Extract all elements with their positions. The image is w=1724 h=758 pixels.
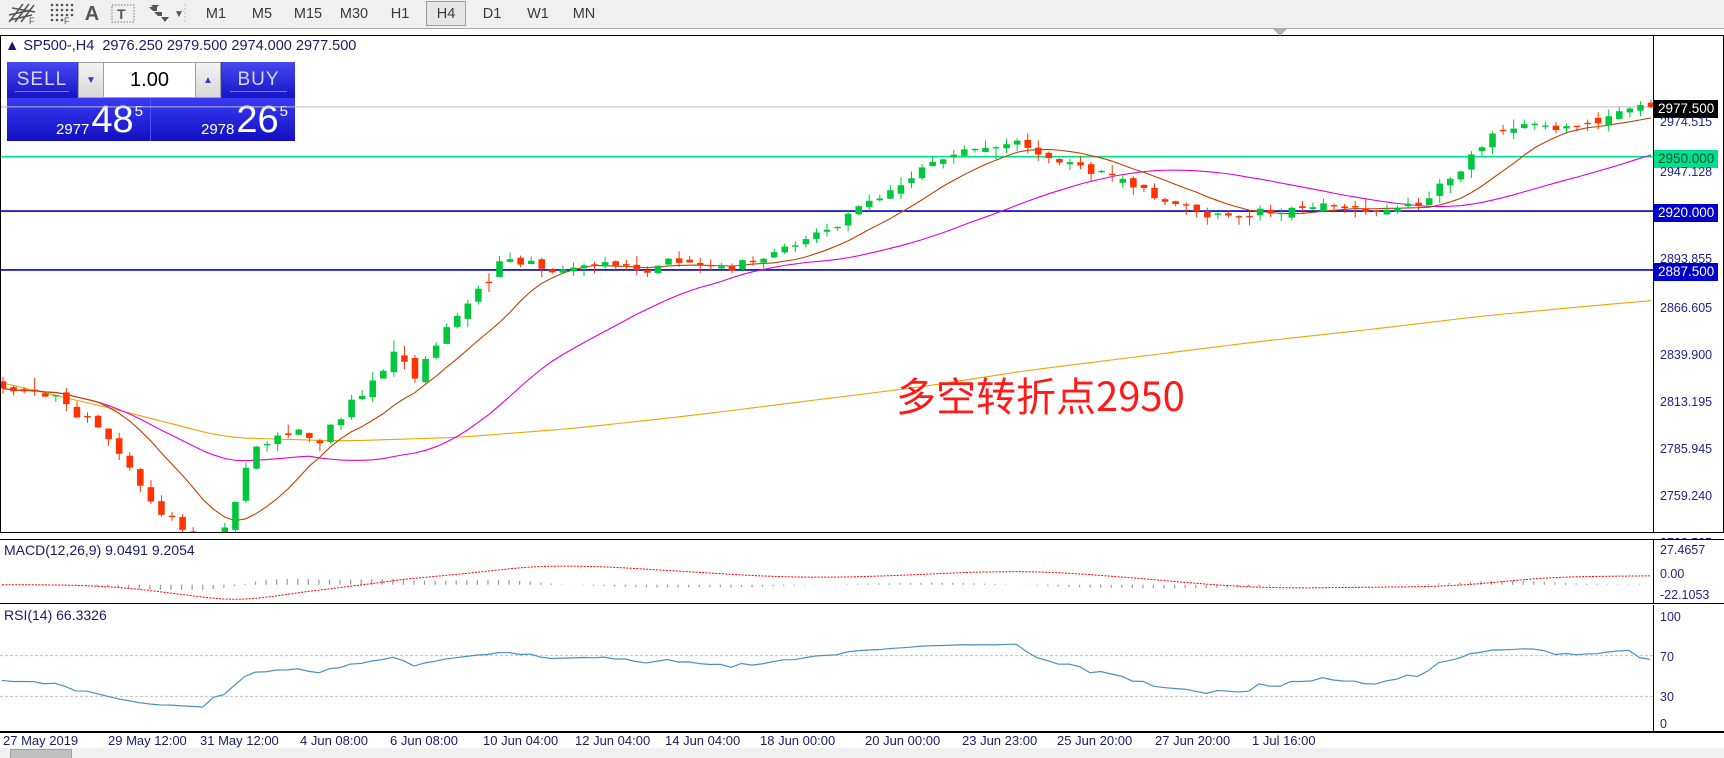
- svg-text:多空转折点2950: 多空转折点2950: [896, 365, 1185, 423]
- svg-text:T: T: [117, 6, 126, 22]
- svg-text:F: F: [64, 16, 70, 25]
- svg-text:F: F: [29, 16, 35, 25]
